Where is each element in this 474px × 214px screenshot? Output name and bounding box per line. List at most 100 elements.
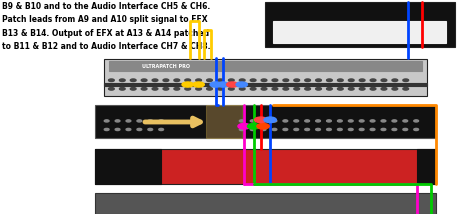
- Circle shape: [137, 128, 142, 131]
- Circle shape: [370, 128, 375, 131]
- FancyBboxPatch shape: [109, 61, 422, 71]
- Circle shape: [148, 120, 153, 122]
- Circle shape: [247, 123, 260, 129]
- Circle shape: [228, 88, 234, 90]
- Circle shape: [283, 120, 288, 122]
- Circle shape: [239, 88, 245, 90]
- Circle shape: [137, 120, 142, 122]
- Circle shape: [381, 79, 387, 82]
- Text: ULTRAPATCH PRO: ULTRAPATCH PRO: [142, 64, 190, 69]
- Circle shape: [348, 88, 354, 90]
- Circle shape: [337, 128, 342, 131]
- Circle shape: [294, 120, 299, 122]
- Circle shape: [148, 128, 153, 131]
- Circle shape: [414, 128, 419, 131]
- Circle shape: [126, 120, 131, 122]
- FancyBboxPatch shape: [417, 149, 436, 184]
- Circle shape: [403, 79, 409, 82]
- Circle shape: [218, 88, 223, 90]
- Circle shape: [182, 82, 193, 87]
- Circle shape: [316, 128, 320, 131]
- Circle shape: [305, 79, 310, 82]
- Circle shape: [250, 79, 256, 82]
- Circle shape: [119, 79, 125, 82]
- Circle shape: [210, 82, 221, 87]
- Circle shape: [261, 128, 266, 131]
- Circle shape: [239, 120, 244, 122]
- Circle shape: [403, 128, 408, 131]
- FancyBboxPatch shape: [206, 105, 242, 138]
- Circle shape: [130, 79, 136, 82]
- Circle shape: [207, 88, 212, 90]
- Circle shape: [305, 120, 310, 122]
- Circle shape: [217, 82, 228, 87]
- Circle shape: [236, 82, 247, 87]
- Circle shape: [109, 79, 114, 82]
- Text: to B11 & B12 and to Audio Interface CH7 & CH8.: to B11 & B12 and to Audio Interface CH7 …: [2, 42, 211, 51]
- Circle shape: [316, 88, 321, 90]
- Circle shape: [227, 82, 238, 87]
- FancyBboxPatch shape: [95, 193, 436, 214]
- Circle shape: [130, 88, 136, 90]
- Circle shape: [359, 79, 365, 82]
- Circle shape: [185, 88, 191, 90]
- Circle shape: [238, 123, 250, 129]
- Circle shape: [370, 79, 376, 82]
- Circle shape: [370, 88, 376, 90]
- Circle shape: [250, 88, 256, 90]
- Circle shape: [141, 79, 147, 82]
- Circle shape: [392, 128, 397, 131]
- Circle shape: [403, 120, 408, 122]
- Circle shape: [193, 82, 204, 87]
- Circle shape: [337, 120, 342, 122]
- Circle shape: [327, 79, 332, 82]
- FancyBboxPatch shape: [265, 2, 455, 47]
- Circle shape: [316, 79, 321, 82]
- Text: Patch leads from A9 and A10 split signal to EFX: Patch leads from A9 and A10 split signal…: [2, 15, 208, 24]
- Circle shape: [239, 79, 245, 82]
- Circle shape: [272, 79, 278, 82]
- Circle shape: [239, 128, 244, 131]
- Circle shape: [359, 120, 364, 122]
- Circle shape: [294, 88, 300, 90]
- Circle shape: [283, 88, 289, 90]
- Circle shape: [403, 88, 409, 90]
- Circle shape: [104, 128, 109, 131]
- Circle shape: [159, 120, 164, 122]
- Circle shape: [359, 88, 365, 90]
- Circle shape: [272, 88, 278, 90]
- Text: B13 & B14. Output of EFX at A13 & A14 patched: B13 & B14. Output of EFX at A13 & A14 pa…: [2, 29, 210, 38]
- Circle shape: [392, 88, 398, 90]
- Circle shape: [255, 117, 267, 123]
- Circle shape: [316, 120, 320, 122]
- Circle shape: [261, 120, 266, 122]
- Circle shape: [152, 79, 158, 82]
- Circle shape: [261, 88, 267, 90]
- Circle shape: [163, 88, 169, 90]
- Circle shape: [370, 120, 375, 122]
- Circle shape: [359, 128, 364, 131]
- Circle shape: [294, 79, 300, 82]
- FancyBboxPatch shape: [95, 105, 436, 138]
- Circle shape: [261, 79, 267, 82]
- Circle shape: [196, 79, 201, 82]
- Text: B9 & B10 and to the Audio Interface CH5 & CH6.: B9 & B10 and to the Audio Interface CH5 …: [2, 2, 210, 11]
- Circle shape: [228, 79, 234, 82]
- FancyBboxPatch shape: [104, 59, 427, 96]
- Circle shape: [305, 88, 310, 90]
- Circle shape: [327, 88, 332, 90]
- Circle shape: [348, 128, 353, 131]
- Circle shape: [264, 117, 276, 123]
- Circle shape: [174, 88, 180, 90]
- Circle shape: [392, 79, 398, 82]
- Circle shape: [141, 88, 147, 90]
- Circle shape: [348, 79, 354, 82]
- Circle shape: [159, 128, 164, 131]
- Circle shape: [115, 120, 120, 122]
- Circle shape: [185, 79, 191, 82]
- Circle shape: [272, 120, 277, 122]
- Circle shape: [163, 79, 169, 82]
- Circle shape: [250, 128, 255, 131]
- Circle shape: [207, 79, 212, 82]
- Circle shape: [327, 120, 331, 122]
